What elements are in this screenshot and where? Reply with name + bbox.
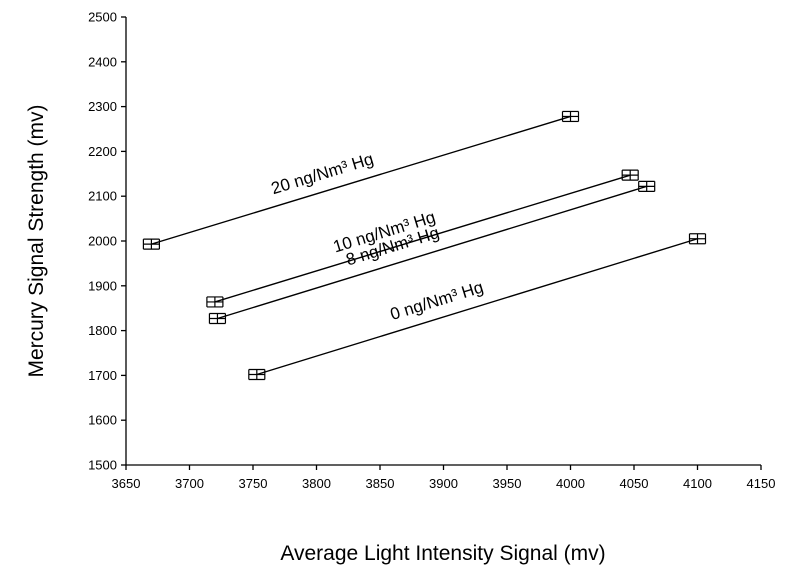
series-line <box>151 115 571 245</box>
x-tick-label: 3900 <box>429 476 458 491</box>
y-tick-label: 1500 <box>88 458 117 473</box>
y-tick-label: 2000 <box>88 234 117 249</box>
y-tick-label: 1700 <box>88 368 117 383</box>
series-group <box>142 110 707 381</box>
data-point <box>688 233 707 245</box>
y-tick-label: 2200 <box>88 144 117 159</box>
data-point <box>621 169 639 181</box>
y-tick-label: 2500 <box>88 10 117 25</box>
data-point <box>142 238 160 250</box>
x-tick-label: 4150 <box>747 476 776 491</box>
x-tick-label: 3650 <box>112 476 141 491</box>
y-tick-label: 2300 <box>88 99 117 114</box>
series-line <box>214 174 631 303</box>
series-label: 20 ng/Nm³ Hg <box>269 149 376 198</box>
data-point <box>206 296 224 308</box>
y-tick-label: 2100 <box>88 189 117 204</box>
y-axis-title: Mercury Signal Strength (mv) <box>25 104 48 377</box>
y-tick-label: 1800 <box>88 323 117 338</box>
x-tick-label: 3850 <box>366 476 395 491</box>
axes <box>125 17 761 466</box>
x-tick-label: 4050 <box>620 476 649 491</box>
data-point <box>638 180 656 192</box>
y-tick-label: 1600 <box>88 413 117 428</box>
data-point <box>248 368 266 381</box>
x-tick-label: 4000 <box>556 476 585 491</box>
data-point <box>208 312 227 325</box>
x-tick-label: 3950 <box>493 476 522 491</box>
x-tick-label: 4100 <box>683 476 712 491</box>
y-tick-label: 2400 <box>88 54 117 69</box>
x-ticks: 3650 3700 3750 3800 3850 3900 3950 4000 4050 4100… <box>112 465 776 491</box>
x-tick-label: 3800 <box>302 476 331 491</box>
series-label: 0 ng/Nm³ Hg <box>388 277 486 324</box>
x-tick-label: 3750 <box>239 476 268 491</box>
x-axis-title: Average Light Intensity Signal (mv) <box>280 542 605 565</box>
series-line <box>256 238 698 376</box>
y-tick-label: 1900 <box>88 278 117 293</box>
y-ticks: 1500 1600 1700 1800 1900 2000 2100 2200 2300 2400… <box>88 10 126 473</box>
series-line <box>217 185 647 320</box>
data-point <box>561 110 580 123</box>
x-tick-label: 3700 <box>175 476 204 491</box>
